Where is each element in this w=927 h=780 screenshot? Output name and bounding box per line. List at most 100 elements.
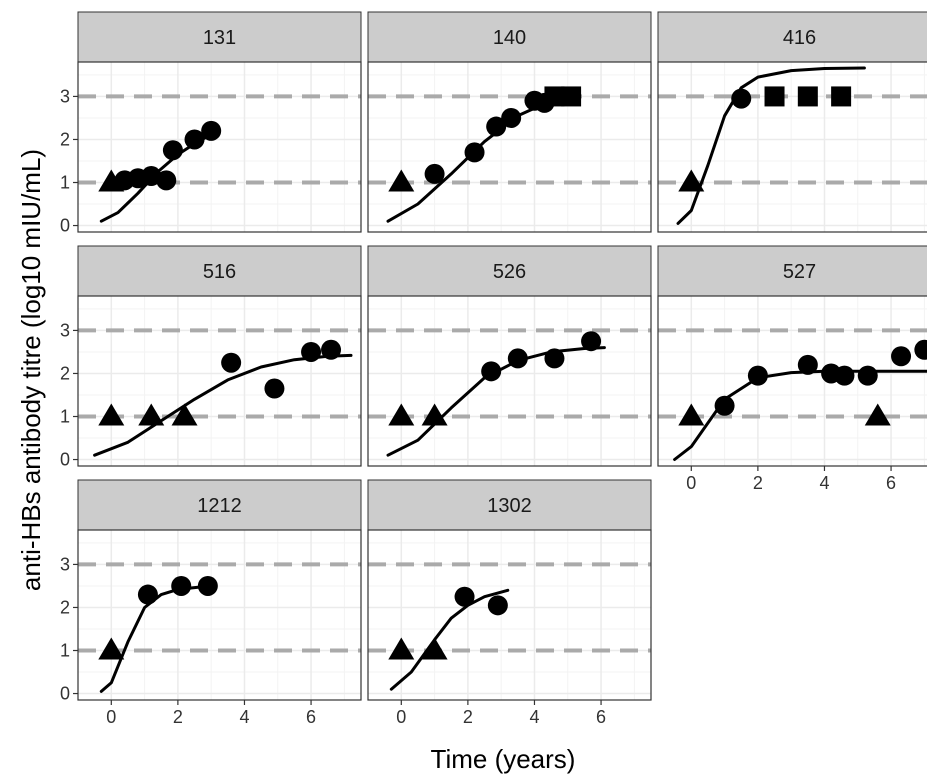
data-point-triangle	[388, 403, 415, 426]
panel-border	[77, 529, 362, 701]
data-point-circle	[321, 339, 342, 360]
data-point-circle	[581, 331, 602, 352]
x-axis-title: Time (years)	[431, 744, 576, 774]
y-tick-label: 3	[60, 320, 70, 340]
facet-strip	[367, 245, 652, 297]
plot-background	[658, 62, 927, 232]
data-point-triangle	[421, 637, 448, 660]
data-point-triangle	[421, 403, 448, 426]
y-tick-label: 3	[60, 554, 70, 574]
facet-panel-131: 131	[77, 11, 362, 233]
panel-border	[77, 61, 362, 233]
facet-strip	[367, 479, 652, 531]
facet-strip	[657, 245, 927, 297]
data-point-circle	[507, 348, 528, 369]
facet-strip	[367, 11, 652, 63]
data-point-square	[561, 86, 582, 107]
data-point-circle	[201, 120, 222, 141]
facet-panel-140: 140	[367, 11, 652, 233]
data-point-circle	[487, 595, 508, 616]
data-point-circle	[184, 129, 205, 150]
y-axis-title: anti-HBs antibody titre (log10 mIU/mL)	[16, 149, 46, 591]
data-point-square	[544, 86, 565, 107]
facet-strip-label: 1302	[487, 495, 532, 517]
data-point-circle	[197, 575, 218, 596]
facet-strip-label: 1212	[197, 495, 242, 517]
panel-border	[657, 61, 927, 233]
data-point-circle	[857, 365, 878, 386]
plot-background	[368, 296, 651, 466]
data-point-circle	[731, 88, 752, 109]
y-axes: 0 1 2 3 0 1 2 3 0 1 2 3	[60, 86, 78, 704]
y-tick-label: 2	[60, 129, 70, 149]
y-tick-label: 0	[60, 450, 70, 470]
data-point-circle	[424, 163, 445, 184]
x-tick-label: 0	[396, 707, 406, 727]
facet-panel-516: 516	[77, 245, 362, 467]
data-point-triangle	[138, 403, 165, 426]
y-tick-label: 2	[60, 597, 70, 617]
data-point-circle	[834, 365, 855, 386]
data-point-triangle	[388, 637, 415, 660]
facet-panel-526: 526	[367, 245, 652, 467]
y-tick-label: 2	[60, 363, 70, 383]
data-point-triangle	[171, 403, 198, 426]
x-tick-label: 6	[306, 707, 316, 727]
facet-strip-label: 140	[493, 27, 526, 49]
data-point-square	[831, 86, 852, 107]
data-point-circle	[914, 339, 927, 360]
data-point-square	[764, 86, 785, 107]
panel-border	[367, 295, 652, 467]
data-point-circle	[301, 341, 322, 362]
panel-border	[367, 61, 652, 233]
data-point-triangle	[98, 637, 125, 660]
plot-background	[78, 530, 361, 700]
x-tick-label: 4	[819, 473, 829, 493]
data-point-triangle	[864, 403, 891, 426]
data-point-circle	[481, 361, 502, 382]
panel-border	[367, 529, 652, 701]
x-tick-label: 6	[596, 707, 606, 727]
x-tick-label: 2	[463, 707, 473, 727]
facet-strip-label: 416	[783, 27, 816, 49]
data-point-triangle	[678, 403, 705, 426]
fitted-curve	[386, 346, 606, 457]
facet-strip	[657, 11, 927, 63]
x-axes: 0 2 4 6 0 2 4 6 0 2 4 6	[106, 466, 896, 727]
facet-panel-527: 527	[657, 245, 927, 467]
facet-strip-label: 527	[783, 261, 816, 283]
x-tick-label: 0	[106, 707, 116, 727]
data-point-circle	[486, 116, 507, 137]
data-point-triangle	[388, 169, 415, 192]
facet-strip	[77, 11, 362, 63]
x-tick-label: 6	[886, 473, 896, 493]
fitted-curve	[389, 588, 510, 691]
plot-background	[78, 296, 361, 466]
plot-background	[368, 62, 651, 232]
x-tick-label: 0	[686, 473, 696, 493]
data-point-circle	[454, 586, 475, 607]
panel-border	[77, 295, 362, 467]
facet-strip-label: 131	[203, 27, 236, 49]
facet-panel-1302: 1302	[367, 479, 652, 701]
plot-background	[78, 62, 361, 232]
data-point-triangle	[98, 403, 125, 426]
data-point-circle	[714, 395, 735, 416]
data-point-circle	[747, 365, 768, 386]
facet-strip-label: 516	[203, 261, 236, 283]
y-tick-label: 0	[60, 216, 70, 236]
fitted-curve	[673, 369, 927, 461]
x-tick-label: 2	[753, 473, 763, 493]
data-point-circle	[501, 107, 522, 128]
data-point-triangle	[678, 169, 705, 192]
data-point-circle	[891, 346, 912, 367]
x-tick-label: 2	[173, 707, 183, 727]
facet-panel-416: 416	[657, 11, 927, 233]
panel-border	[657, 295, 927, 467]
data-point-circle	[264, 378, 285, 399]
x-tick-label: 4	[529, 707, 539, 727]
x-tick-label: 4	[239, 707, 249, 727]
data-point-circle	[141, 166, 162, 187]
fitted-curve	[676, 66, 866, 225]
y-tick-label: 1	[60, 173, 70, 193]
